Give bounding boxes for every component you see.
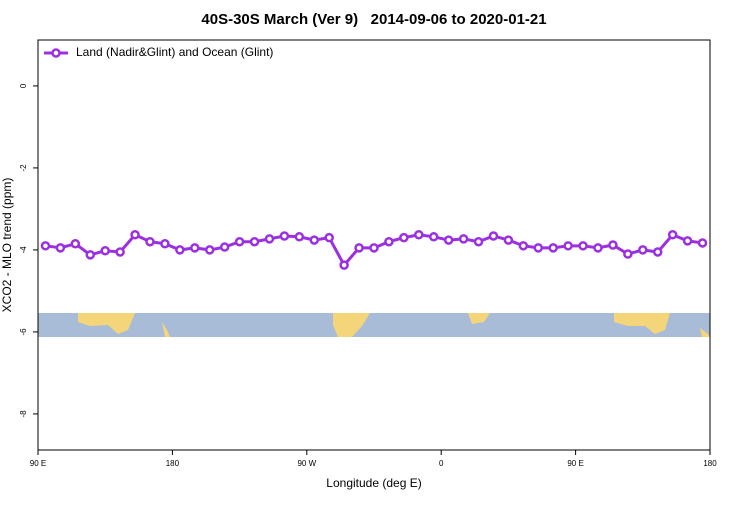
point	[100, 245, 110, 256]
point	[234, 236, 245, 247]
point	[578, 241, 588, 251]
point	[40, 241, 51, 251]
chart-title: 40S-30S March (Ver 9) 2014-09-06 to 2020…	[201, 11, 546, 28]
point	[160, 239, 170, 249]
point	[264, 234, 275, 244]
y-tick-label: -4	[19, 246, 28, 254]
x-axis-label: Longitude (deg E)	[326, 476, 421, 490]
point	[145, 236, 155, 247]
point	[652, 247, 663, 257]
point	[697, 238, 708, 248]
map-strip	[38, 313, 710, 337]
x-tick-label: 90 E	[30, 459, 46, 468]
point	[488, 231, 499, 241]
point	[667, 230, 678, 240]
y-axis-label: XCO2 - MLO trend (ppm)	[0, 178, 14, 313]
point	[115, 247, 125, 257]
point	[593, 243, 603, 253]
point	[249, 236, 260, 247]
x-tick-label: 90 W	[297, 459, 316, 468]
point	[428, 232, 439, 242]
point	[190, 243, 200, 253]
point	[384, 236, 394, 247]
point	[219, 242, 230, 252]
point	[638, 245, 648, 255]
legend-label: Land (Nadir&Glint) and Ocean (Glint)	[76, 45, 273, 59]
point	[85, 250, 96, 260]
point	[518, 241, 529, 251]
point	[443, 235, 454, 245]
point	[175, 245, 185, 255]
y-tick-label: 0	[19, 83, 28, 88]
point	[354, 243, 364, 253]
point	[204, 245, 215, 255]
point	[369, 243, 379, 253]
point	[279, 231, 290, 241]
point	[533, 243, 544, 253]
plot-frame	[37, 39, 711, 451]
point	[473, 236, 484, 247]
point	[608, 240, 618, 250]
point	[294, 232, 305, 242]
legend-marker	[51, 48, 61, 58]
x-tick-label: 0	[439, 459, 444, 468]
point	[623, 249, 633, 259]
point	[503, 235, 514, 245]
point	[458, 234, 469, 244]
point	[324, 232, 334, 243]
point	[399, 232, 409, 243]
y-tick-label: -8	[19, 410, 28, 418]
point	[414, 230, 424, 240]
point	[309, 235, 320, 245]
point	[339, 260, 349, 270]
point	[130, 230, 140, 240]
x-tick-label: 180	[166, 459, 180, 468]
y-tick-label: -6	[19, 328, 28, 336]
y-tick-label: -2	[19, 164, 28, 172]
point	[563, 241, 573, 251]
x-tick-label: 90 E	[567, 459, 583, 468]
point	[70, 239, 81, 249]
point	[682, 236, 693, 246]
point	[55, 243, 66, 253]
point	[548, 243, 558, 253]
x-tick-label: 180	[703, 459, 717, 468]
